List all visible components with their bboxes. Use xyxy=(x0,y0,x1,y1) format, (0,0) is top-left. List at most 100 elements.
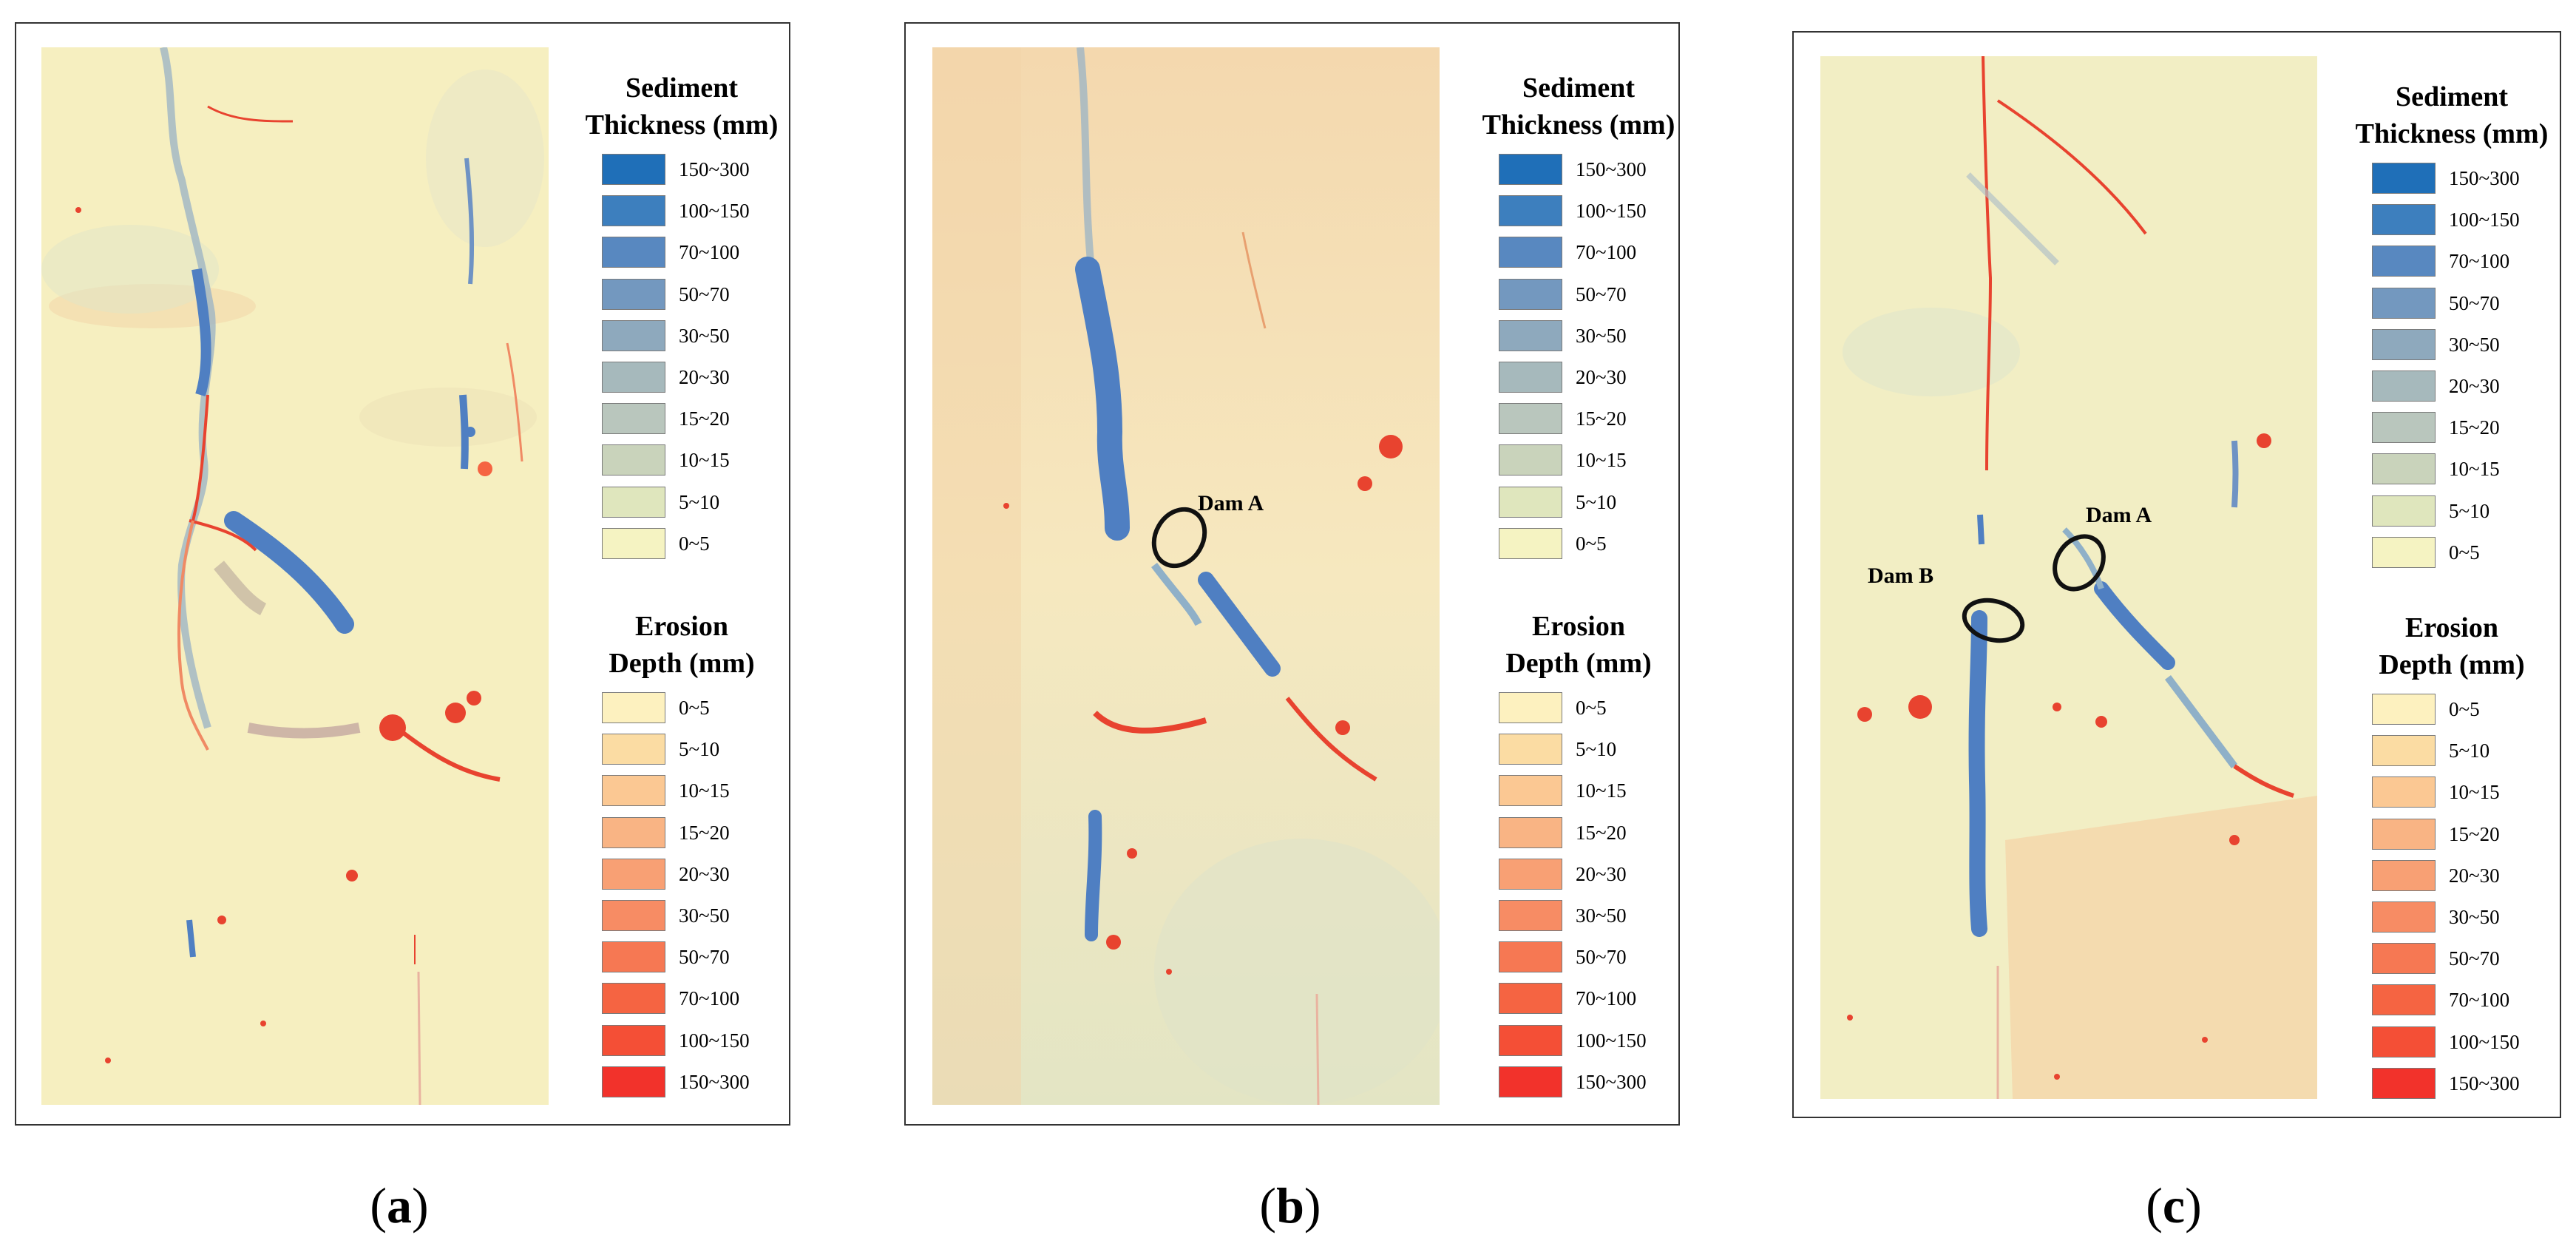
legend-item-label: 15~20 xyxy=(2449,416,2500,439)
legend-swatch xyxy=(1499,858,1562,890)
legend-swatch xyxy=(2372,694,2436,725)
sediment-legend-title: Sediment Thickness (mm) xyxy=(585,72,779,141)
map-b-erosion-deposition xyxy=(932,47,1440,1105)
legend-swatch xyxy=(2372,412,2436,444)
legend-swatch xyxy=(602,692,665,723)
legend-swatch xyxy=(1499,692,1562,723)
legend-item-label: 100~150 xyxy=(1576,1029,1647,1052)
legend-swatch xyxy=(2372,287,2436,319)
legend-item-label: 5~10 xyxy=(679,490,720,513)
legend-item-label: 20~30 xyxy=(679,366,730,388)
legend-swatch xyxy=(2372,328,2436,360)
legend-item-label: 15~20 xyxy=(1576,407,1627,430)
legend-swatch xyxy=(2372,943,2436,975)
legend-item-label: 5~10 xyxy=(1576,490,1617,513)
legend-item-label: 30~50 xyxy=(1576,904,1627,927)
legend-swatch xyxy=(602,983,665,1015)
panel-c: Dam A Dam B Sediment Thickness (mm) 150~… xyxy=(1792,31,2561,1118)
legend-swatch xyxy=(2372,1067,2436,1099)
legend-swatch xyxy=(1499,403,1562,435)
caption-b: (b) xyxy=(1259,1177,1321,1234)
legend-swatch xyxy=(602,362,665,393)
dam-b-marker xyxy=(1962,598,2025,643)
legend-swatch xyxy=(1499,527,1562,559)
legend-item-label: 20~30 xyxy=(1576,862,1627,885)
legend-swatch xyxy=(1499,195,1562,227)
legend-swatch xyxy=(1499,319,1562,351)
legend-swatch xyxy=(2372,901,2436,933)
legend-swatch xyxy=(2372,453,2436,485)
legend-swatch xyxy=(2372,776,2436,808)
legend-swatch xyxy=(602,858,665,890)
legend-item-label: 100~150 xyxy=(1576,200,1647,223)
legend-item-label: 15~20 xyxy=(1576,821,1627,844)
legend-swatch xyxy=(2372,204,2436,236)
legend-item-label: 5~10 xyxy=(2449,499,2490,522)
legend-swatch xyxy=(1499,775,1562,807)
legend-item-label: 50~70 xyxy=(2449,291,2500,314)
legend-swatch xyxy=(602,1066,665,1097)
legend-item-label: 10~15 xyxy=(2449,458,2500,481)
legend-swatch xyxy=(602,816,665,848)
legend-swatch xyxy=(602,1024,665,1056)
legend-swatch xyxy=(1499,486,1562,518)
legend-item-label: 70~100 xyxy=(1576,987,1637,1010)
legend-swatch xyxy=(1499,941,1562,973)
legend-item-label: 100~150 xyxy=(2449,1030,2520,1053)
legend-item-label: 10~15 xyxy=(1576,449,1627,472)
caption-c: (c) xyxy=(2146,1177,2202,1234)
legend-swatch xyxy=(602,444,665,476)
legend-item-label: 70~100 xyxy=(2449,989,2510,1012)
legend-item-label: 100~150 xyxy=(679,200,750,223)
legend-item-label: 5~10 xyxy=(679,738,720,761)
erosion-legend-title: Erosion Depth (mm) xyxy=(609,611,755,679)
legend-swatch xyxy=(1499,362,1562,393)
map-a-erosion-deposition xyxy=(41,47,549,1105)
legend-swatch xyxy=(602,734,665,765)
legend-swatch xyxy=(2372,859,2436,891)
legend-item-label: 10~15 xyxy=(679,779,730,802)
erosion-legend-title: Erosion Depth (mm) xyxy=(1505,611,1652,679)
legend-item-label: 70~100 xyxy=(1576,241,1637,264)
legend-item-label: 150~300 xyxy=(2449,167,2520,189)
legend-item-label: 20~30 xyxy=(1576,366,1627,388)
legend-item-label: 0~5 xyxy=(2449,698,2480,720)
legend-item-label: 100~150 xyxy=(679,1029,750,1052)
dam-b-label: Dam B xyxy=(1868,564,1934,588)
legend-swatch xyxy=(1499,734,1562,765)
map-c-erosion-deposition xyxy=(1820,56,2317,1099)
legend-item-label: 15~20 xyxy=(2449,822,2500,845)
legend-swatch xyxy=(602,278,665,310)
legend-swatch xyxy=(602,319,665,351)
legend-swatch xyxy=(2372,818,2436,850)
legend-swatch xyxy=(602,900,665,931)
legend-swatch xyxy=(1499,816,1562,848)
legend-swatch xyxy=(1499,900,1562,931)
legend-item-label: 30~50 xyxy=(679,904,730,927)
dam-a-label: Dam A xyxy=(2086,503,2152,527)
legend-swatch xyxy=(602,237,665,268)
panel-b: Dam A Sediment Thickness (mm) 150~300 100… xyxy=(904,22,1680,1126)
legend-swatch xyxy=(1499,237,1562,268)
legend-item-label: 5~10 xyxy=(1576,738,1617,761)
legend-item-label: 20~30 xyxy=(679,862,730,885)
legend-item-label: 30~50 xyxy=(1576,324,1627,347)
erosion-legend-title: Erosion Depth (mm) xyxy=(2379,612,2525,680)
legend-swatch xyxy=(1499,983,1562,1015)
legend-item-label: 150~300 xyxy=(679,158,750,180)
legend-swatch xyxy=(2372,495,2436,527)
legend-item-label: 5~10 xyxy=(2449,740,2490,762)
legend-swatch xyxy=(602,527,665,559)
legend-item-label: 150~300 xyxy=(1576,1070,1647,1093)
dam-a-marker xyxy=(1151,507,1207,569)
legend-swatch xyxy=(2372,984,2436,1016)
legend-item-label: 50~70 xyxy=(1576,946,1627,969)
legend-item-label: 70~100 xyxy=(2449,250,2510,273)
legend-item-label: 30~50 xyxy=(2449,906,2500,928)
legend-swatch xyxy=(602,941,665,973)
legend-swatch xyxy=(2372,536,2436,568)
legend-item-label: 20~30 xyxy=(2449,864,2500,887)
legend-swatch xyxy=(2372,246,2436,277)
legend-swatch xyxy=(1499,1024,1562,1056)
legend-item-label: 0~5 xyxy=(679,532,710,555)
